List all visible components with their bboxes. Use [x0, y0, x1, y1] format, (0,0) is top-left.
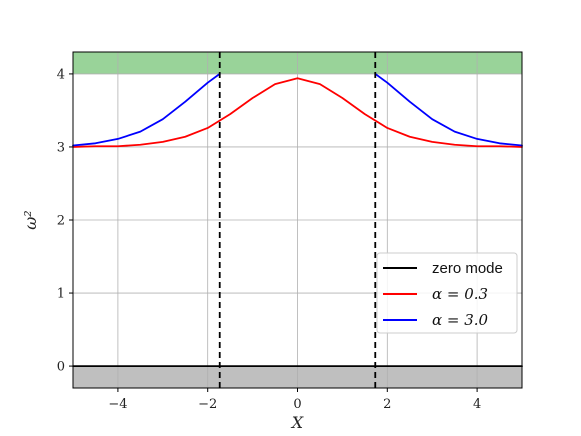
y-tick-label: 3 [57, 140, 65, 155]
vertical-markers [218, 52, 377, 388]
y-tick-label: 0 [57, 360, 65, 375]
axis-ticks: −4 −2 0 2 4 0 1 2 3 4 [57, 67, 482, 412]
x-tick-label: 2 [383, 397, 391, 412]
series-line-1 [72, 77, 523, 148]
x-tick-label: 0 [293, 397, 301, 412]
data-series [72, 73, 523, 367]
legend-label: α = 0.3 [432, 285, 488, 303]
grid-lines [73, 52, 522, 388]
legend-box [376, 252, 518, 334]
series-line-2-seg-0 [72, 73, 221, 147]
x-axis-label: X [290, 413, 304, 432]
x-tick-label: −4 [108, 397, 127, 412]
series-line-2-seg-1 [374, 73, 523, 147]
y-tick-label: 1 [57, 287, 65, 302]
legend: zero mode α = 0.3 α = 3.0 [376, 252, 518, 334]
legend-label: zero mode [432, 260, 503, 277]
y-axis-label: ω² [21, 210, 40, 229]
x-tick-label: 4 [473, 397, 481, 412]
y-tick-label: 2 [57, 214, 65, 229]
x-tick-label: −2 [198, 397, 217, 412]
legend-label: α = 3.0 [432, 311, 489, 329]
y-tick-label: 4 [57, 67, 65, 82]
